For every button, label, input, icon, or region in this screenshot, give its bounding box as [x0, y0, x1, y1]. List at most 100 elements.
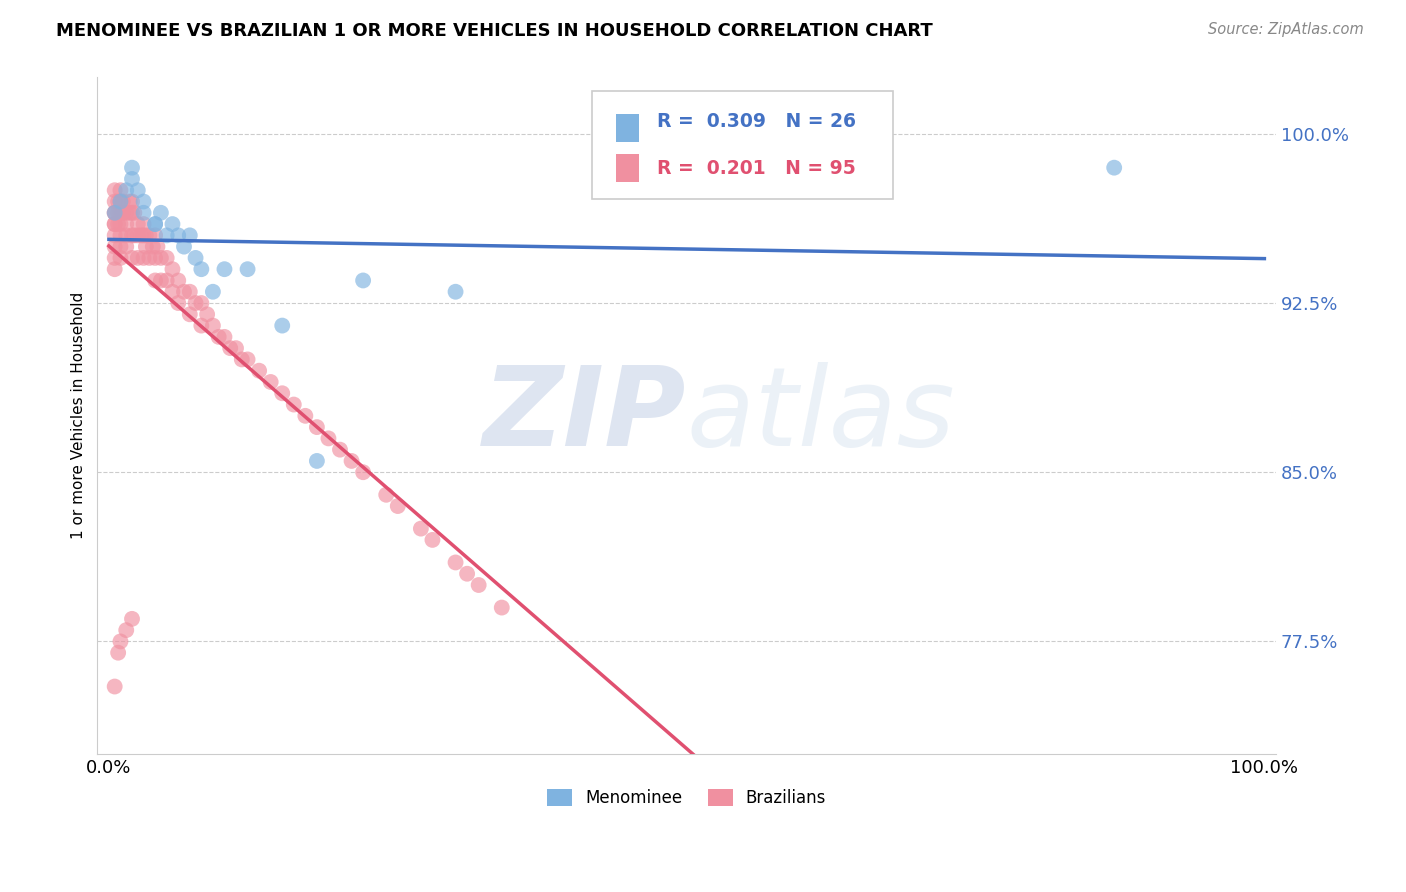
Point	[104, 217, 127, 231]
Point	[115, 183, 138, 197]
Point	[190, 318, 212, 333]
Point	[132, 206, 155, 220]
Point	[352, 465, 374, 479]
Point	[1102, 161, 1125, 175]
Point	[179, 228, 201, 243]
Point	[173, 285, 195, 299]
Point	[121, 228, 143, 243]
Point	[107, 206, 129, 220]
Point	[110, 194, 132, 209]
Text: MENOMINEE VS BRAZILIAN 1 OR MORE VEHICLES IN HOUSEHOLD CORRELATION CHART: MENOMINEE VS BRAZILIAN 1 OR MORE VEHICLE…	[56, 22, 934, 40]
Point	[107, 194, 129, 209]
Point	[340, 454, 363, 468]
Point	[115, 206, 138, 220]
Text: ZIP: ZIP	[484, 362, 686, 469]
Point	[225, 341, 247, 355]
Point	[104, 206, 127, 220]
Point	[121, 161, 143, 175]
Point	[127, 251, 149, 265]
Point	[104, 206, 127, 220]
Point	[195, 307, 218, 321]
Point	[375, 488, 398, 502]
Point	[118, 194, 141, 209]
Text: Source: ZipAtlas.com: Source: ZipAtlas.com	[1208, 22, 1364, 37]
Point	[110, 217, 132, 231]
Point	[179, 285, 201, 299]
Point	[124, 206, 146, 220]
Point	[208, 330, 231, 344]
Point	[115, 239, 138, 253]
Point	[143, 228, 166, 243]
Point	[104, 251, 127, 265]
Point	[190, 296, 212, 310]
FancyBboxPatch shape	[616, 154, 640, 182]
FancyBboxPatch shape	[616, 114, 640, 142]
Point	[409, 522, 432, 536]
Text: R =  0.201   N = 95: R = 0.201 N = 95	[657, 159, 856, 178]
Point	[110, 239, 132, 253]
Point	[179, 307, 201, 321]
Point	[124, 228, 146, 243]
Point	[143, 217, 166, 231]
Point	[329, 442, 352, 457]
Point	[104, 206, 127, 220]
Point	[156, 273, 179, 287]
Point	[260, 375, 283, 389]
Point	[236, 352, 259, 367]
Point	[149, 251, 172, 265]
Point	[121, 206, 143, 220]
Point	[184, 251, 207, 265]
Point	[111, 206, 134, 220]
Point	[104, 239, 127, 253]
Point	[283, 398, 305, 412]
Point	[110, 228, 132, 243]
Point	[156, 251, 179, 265]
Point	[110, 194, 132, 209]
Point	[294, 409, 316, 423]
Point	[129, 228, 152, 243]
Point	[149, 206, 172, 220]
Point	[132, 228, 155, 243]
Point	[236, 262, 259, 277]
Point	[318, 431, 340, 445]
Point	[104, 228, 127, 243]
Point	[115, 228, 138, 243]
Point	[305, 454, 328, 468]
Point	[135, 239, 157, 253]
Point	[110, 251, 132, 265]
Point	[132, 194, 155, 209]
Point	[104, 194, 127, 209]
Point	[444, 556, 467, 570]
Point	[138, 251, 160, 265]
Text: R =  0.309   N = 26: R = 0.309 N = 26	[657, 112, 856, 131]
Point	[143, 273, 166, 287]
Point	[104, 183, 127, 197]
Point	[387, 499, 409, 513]
Point	[118, 206, 141, 220]
Point	[231, 352, 253, 367]
Point	[121, 194, 143, 209]
Point	[271, 386, 294, 401]
Point	[143, 251, 166, 265]
Point	[110, 206, 132, 220]
Point	[132, 251, 155, 265]
Point	[111, 194, 134, 209]
Point	[456, 566, 478, 581]
Point	[444, 285, 467, 299]
Legend: Menominee, Brazilians: Menominee, Brazilians	[540, 782, 832, 814]
Point	[491, 600, 513, 615]
Point	[467, 578, 489, 592]
Point	[121, 612, 143, 626]
Point	[162, 262, 184, 277]
Point	[110, 183, 132, 197]
Point	[247, 364, 270, 378]
Point	[422, 533, 444, 547]
Point	[156, 228, 179, 243]
Point	[115, 623, 138, 637]
Point	[173, 239, 195, 253]
Point	[135, 228, 157, 243]
Point	[143, 217, 166, 231]
Point	[104, 680, 127, 694]
Point	[162, 285, 184, 299]
Point	[121, 251, 143, 265]
